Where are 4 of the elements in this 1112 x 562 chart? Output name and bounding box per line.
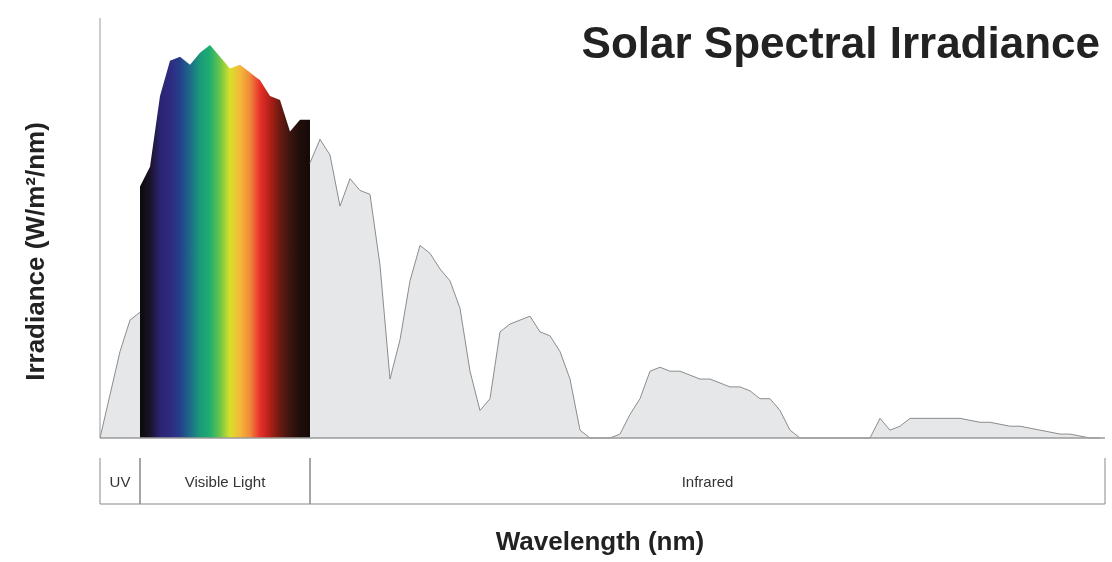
wavelength-ranges: UV Visible Light Infrared [99, 457, 1106, 505]
y-axis-title: Irradiance (W/m²/nm) [20, 122, 50, 381]
chart-title: Solar Spectral Irradiance [581, 18, 1100, 67]
x-axis-title: Wavelength (nm) [495, 526, 705, 556]
